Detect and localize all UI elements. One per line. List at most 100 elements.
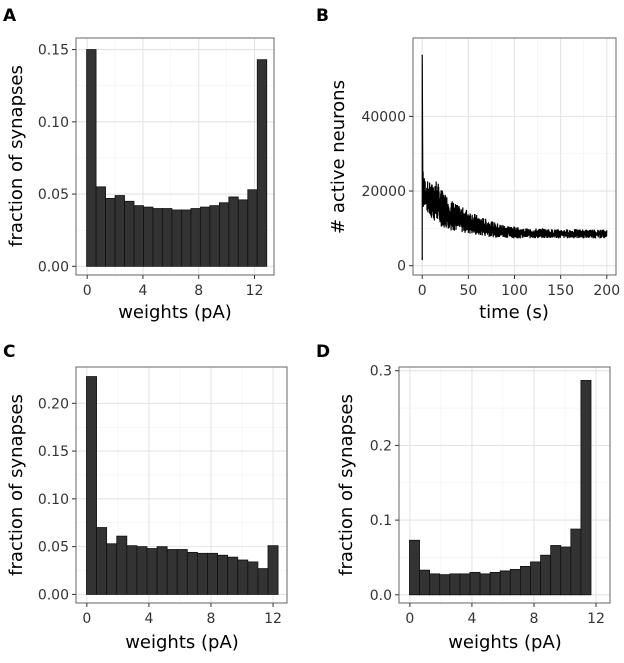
panel-c-x-tick-label: 8	[207, 611, 216, 627]
panel-c-bar	[227, 556, 239, 595]
panel-c-x-axis-label: weights (pA)	[125, 632, 239, 653]
panel-c-x-tick-label: 4	[144, 611, 153, 627]
panel-letter-c: C	[3, 342, 15, 362]
panel-d-y-tick-label: 0.2	[370, 438, 392, 454]
panel-a-bar	[190, 208, 201, 267]
panel-a-bar	[95, 186, 106, 267]
panel-b-x-axis-label: time (s)	[479, 302, 549, 323]
panel-a-y-axis-label: fraction of synapses	[6, 65, 27, 247]
panel-d: D 0 4 8 12 0.0 0.1 0.2 0.3 weights (pA) fractio…	[316, 342, 611, 653]
panel-a-bars	[86, 49, 268, 267]
panel-a-bar	[256, 59, 268, 267]
panel-d-ticks: 0 4 8 12 0.0 0.1 0.2 0.3	[370, 364, 605, 627]
panel-a-bar	[237, 199, 249, 267]
panel-c-y-tick-label: 0.00	[38, 587, 69, 603]
panel-b: B 0 50 100 150 200 0 20000 40000 time (s) # act…	[316, 6, 620, 323]
panel-c-bar	[146, 548, 158, 595]
panel-c-y-tick-label: 0.10	[38, 492, 69, 508]
panel-c-y-tick-label: 0.20	[38, 396, 69, 412]
panel-b-y-tick-label: 40000	[361, 109, 406, 125]
panel-c-bar	[237, 559, 249, 595]
panel-d-x-tick-label: 12	[587, 611, 605, 627]
panel-a-bar	[86, 49, 97, 267]
panel-c-bar	[176, 549, 188, 595]
panel-c-bar	[197, 552, 208, 595]
panel-d-y-axis-label: fraction of synapses	[336, 394, 357, 576]
panel-c-bar	[126, 545, 138, 595]
panel-c-plot-frame	[75, 366, 288, 604]
panel-a-x-axis-label: weights (pA)	[118, 302, 232, 323]
panel-c-bar	[106, 543, 118, 595]
panel-c-bar	[186, 551, 198, 595]
panel-b-x-tick-label: 0	[418, 283, 427, 299]
panel-c-bar	[156, 546, 168, 595]
panel-c-bar	[257, 568, 269, 595]
panel-d-bar	[520, 566, 531, 596]
panel-d-x-axis-label: weights (pA)	[448, 632, 562, 653]
panel-a-y-tick-label: 0.10	[38, 115, 69, 131]
panel-d-bar	[550, 545, 562, 596]
panel-c-y-tick-label: 0.15	[38, 444, 69, 460]
panel-letter-a: A	[3, 6, 17, 26]
panel-d-bar	[469, 571, 481, 596]
panel-d-bar	[560, 546, 572, 596]
panel-d-bar	[509, 568, 521, 596]
panel-d-bar	[570, 528, 582, 596]
panel-a-bar	[181, 209, 192, 267]
panel-b-y-tick-label: 20000	[361, 184, 406, 200]
panel-a-x-tick-label: 8	[194, 283, 203, 299]
panel-c-bars	[86, 376, 279, 595]
panel-a-ticks: 0 4 8 12 0.00 0.05 0.10 0.15	[38, 43, 264, 299]
panel-a-bar	[171, 209, 182, 267]
panel-d-bar	[409, 539, 420, 596]
panel-a-x-tick-label: 0	[83, 283, 92, 299]
panel-a-bar	[105, 198, 116, 267]
panel-a: A 0 4 8 12 0.00 0.05 0.10 0.15 weights (pA) fra…	[3, 6, 275, 323]
panel-a-x-tick-label: 12	[246, 283, 264, 299]
panel-c-bar	[267, 545, 279, 595]
panel-b-x-tick-label: 200	[593, 283, 620, 299]
panel-c-x-tick-label: 0	[82, 611, 91, 627]
panel-c-bar	[136, 546, 148, 595]
panel-d-bar	[499, 570, 511, 596]
panel-d-bar	[419, 569, 431, 596]
panel-d-bar	[489, 571, 501, 596]
panel-d-bar	[580, 380, 592, 596]
panel-a-bar	[209, 205, 220, 267]
panel-letter-b: B	[316, 6, 329, 26]
panel-b-activity-trace	[421, 54, 608, 261]
panel-a-bar	[133, 205, 144, 267]
panel-d-bar	[459, 573, 471, 596]
panel-c-bar	[166, 549, 178, 595]
panel-b-grid	[413, 38, 616, 275]
panel-c-bar	[86, 376, 97, 595]
panel-a-plot-frame	[75, 37, 275, 276]
panel-d-x-tick-label: 0	[405, 611, 414, 627]
panel-a-x-tick-label: 4	[138, 283, 147, 299]
panel-c-bar	[116, 535, 128, 595]
panel-a-bar	[247, 189, 258, 267]
panel-d-x-tick-label: 8	[530, 611, 539, 627]
panel-c-y-axis-label: fraction of synapses	[6, 394, 27, 576]
panel-d-y-tick-label: 0.1	[370, 513, 392, 529]
panel-a-bar	[228, 196, 239, 267]
panel-b-x-tick-label: 150	[547, 283, 574, 299]
panel-a-y-tick-label: 0.05	[38, 187, 69, 203]
panel-b-y-tick-label: 0	[397, 259, 406, 275]
panel-d-bars	[409, 380, 592, 596]
panel-a-bar	[152, 208, 163, 267]
panel-c-bar	[207, 552, 218, 595]
panel-a-bar	[124, 200, 135, 267]
panel-c-bar	[217, 554, 229, 595]
panel-d-y-tick-label: 0.0	[370, 588, 392, 604]
panel-d-y-tick-label: 0.3	[370, 364, 392, 380]
panel-d-bar	[429, 573, 441, 596]
panel-d-bar	[439, 574, 451, 596]
panel-d-bar	[540, 554, 552, 596]
panel-b-trace	[421, 54, 608, 261]
panel-d-bar	[479, 573, 491, 596]
panel-a-bar	[143, 206, 154, 267]
panel-b-ticks: 0 50 100 150 200 0 20000 40000	[361, 109, 620, 299]
panel-a-bar	[218, 202, 230, 267]
